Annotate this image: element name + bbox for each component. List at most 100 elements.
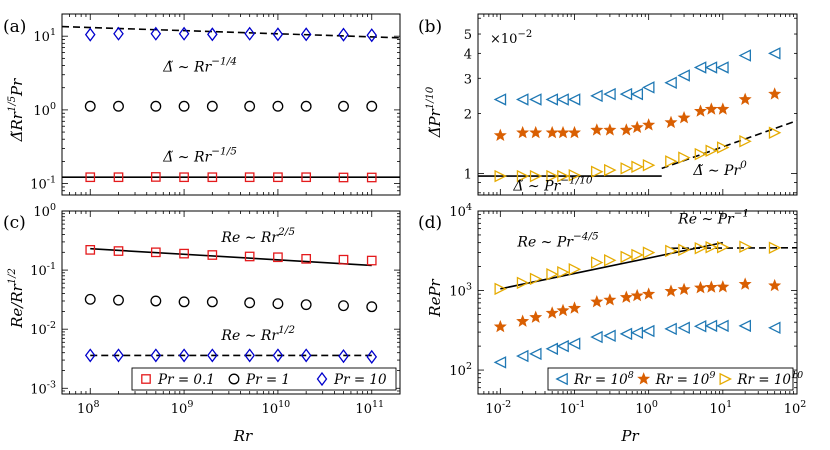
y-axis-label-a: Δ̃Rr1/5Pr xyxy=(7,78,26,142)
data-point-b-s0 xyxy=(704,61,718,74)
legend-d-label-base: Rr = 10 xyxy=(736,372,791,388)
data-point-d-s0 xyxy=(664,322,677,336)
y-axis-label-a-tail: Pr xyxy=(8,78,26,97)
y-tick-label-exp: 1 xyxy=(50,27,56,38)
data-point-a-s0 xyxy=(338,172,349,183)
legend-d-marker-2 xyxy=(719,372,732,386)
data-point-d-s0 xyxy=(619,327,633,341)
data-point-a-s0 xyxy=(150,172,161,182)
data-point-c-s2 xyxy=(272,348,284,363)
x-tick-label-exp: 9 xyxy=(187,399,193,410)
y-tick-label-base: 10 xyxy=(449,285,466,300)
data-point-b-s1 xyxy=(603,123,617,136)
data-point-c-s1 xyxy=(272,298,284,310)
data-point-d-s1 xyxy=(738,277,752,290)
data-point-d-s2 xyxy=(568,263,582,276)
x-tick-label-base: 10 xyxy=(635,402,652,417)
data-point-d-s0 xyxy=(516,349,529,363)
x-tick-label-d: 100 xyxy=(635,399,658,417)
data-point-a-s0 xyxy=(244,172,255,183)
data-point-b-s0 xyxy=(590,89,603,103)
data-point-d-s2 xyxy=(590,256,604,269)
data-point-a-s2 xyxy=(366,28,378,43)
y-axis-label-b-sup: 1/10 xyxy=(425,86,436,109)
panel-letter-d: (d) xyxy=(418,213,442,233)
data-point-c-s1 xyxy=(300,299,312,311)
data-point-d-s1 xyxy=(529,310,543,323)
annotation-a-0: Δ̃ ∼ Rr−1/4 xyxy=(162,56,237,76)
data-point-d-s2 xyxy=(631,248,644,262)
data-point-b-s1 xyxy=(768,87,782,100)
annotation-d-0: Re ∼ Pr−4/5 xyxy=(516,230,599,250)
data-point-d-s0 xyxy=(693,320,707,333)
data-point-d-s1 xyxy=(603,293,617,306)
data-point-a-s0 xyxy=(207,172,218,183)
x-tick-label-c: 109 xyxy=(171,399,194,417)
data-point-c-s1 xyxy=(244,297,256,309)
y-axis-label-d: RePr xyxy=(426,278,444,317)
data-point-c-s1 xyxy=(84,293,96,305)
data-point-a-s1 xyxy=(300,100,312,112)
data-point-c-s0 xyxy=(338,254,349,265)
data-point-c-s0 xyxy=(301,253,312,264)
legend-c-label-base: Pr = 10 xyxy=(333,372,387,388)
data-point-d-s1 xyxy=(642,287,656,300)
data-point-d-s1 xyxy=(590,295,604,308)
data-point-a-s1 xyxy=(366,100,378,112)
data-point-a-s2 xyxy=(244,26,255,41)
data-point-c-s0 xyxy=(179,248,189,259)
data-point-c-s2 xyxy=(300,348,312,363)
x-tick-label-d: 102 xyxy=(784,399,807,417)
data-point-a-s0 xyxy=(85,172,96,183)
data-point-c-s0 xyxy=(366,255,377,266)
data-point-d-s1 xyxy=(694,281,707,294)
data-point-b-s2 xyxy=(768,126,782,140)
annotation-exp: −1 xyxy=(734,207,749,219)
fit-line-a-0 xyxy=(61,25,401,39)
data-point-d-s0 xyxy=(716,319,729,333)
data-point-d-s2 xyxy=(516,276,530,290)
annotation-c-1: Re ∼ Rr1/2 xyxy=(220,324,295,344)
y-tick-label-b: 3 xyxy=(464,72,472,87)
plot-frame-a xyxy=(61,13,401,196)
data-point-d-s2 xyxy=(705,241,718,254)
y-tick-label-c: 10-2 xyxy=(30,320,56,338)
data-point-d-s1 xyxy=(630,288,644,302)
x-tick-label-base: 10 xyxy=(710,402,727,417)
data-point-b-s0 xyxy=(768,47,781,60)
data-point-d-s1 xyxy=(619,290,633,303)
y-tick-label-exp: 0 xyxy=(50,202,56,213)
data-point-c-s1 xyxy=(113,294,124,306)
y-tick-label-d: 104 xyxy=(449,202,472,220)
data-point-b-s2 xyxy=(665,155,678,168)
data-point-a-s2 xyxy=(207,27,218,42)
data-point-a-s1 xyxy=(244,100,256,112)
y-axis-label-b-main: Δ̃Pr xyxy=(426,108,444,138)
y-tick-label-base: 10 xyxy=(33,205,50,220)
legend-d-label-2: Rr = 1010 xyxy=(736,370,803,388)
legend-c-label-1: Pr = 1 xyxy=(245,372,290,388)
legend-c-label-base: Pr = 1 xyxy=(245,372,290,388)
data-point-b-s2 xyxy=(694,147,708,161)
data-point-d-s1 xyxy=(545,306,559,319)
data-point-d-s0 xyxy=(556,339,569,353)
x-tick-label-exp: 11 xyxy=(372,399,384,410)
panel-letter-a: (a) xyxy=(3,17,26,37)
annotation-exp: 1/2 xyxy=(278,324,295,336)
data-point-b-s1 xyxy=(529,125,543,139)
data-point-a-s2 xyxy=(300,27,312,42)
y-tick-label-exp: 3 xyxy=(466,282,472,293)
annotation-c-0: Re ∼ Rr2/5 xyxy=(220,226,295,246)
multiplier-b: ×10−2 xyxy=(490,29,532,47)
data-point-a-s2 xyxy=(338,27,349,42)
data-point-b-s1 xyxy=(694,104,707,117)
y-tick-label-b: 2 xyxy=(464,107,472,122)
data-point-b-s0 xyxy=(567,93,581,106)
data-point-b-s0 xyxy=(619,87,633,101)
data-point-d-s1 xyxy=(704,280,718,293)
legend-d: Rr = 108 Rr = 109 Rr = 1010 xyxy=(547,367,803,391)
data-point-a-s0 xyxy=(179,172,189,183)
